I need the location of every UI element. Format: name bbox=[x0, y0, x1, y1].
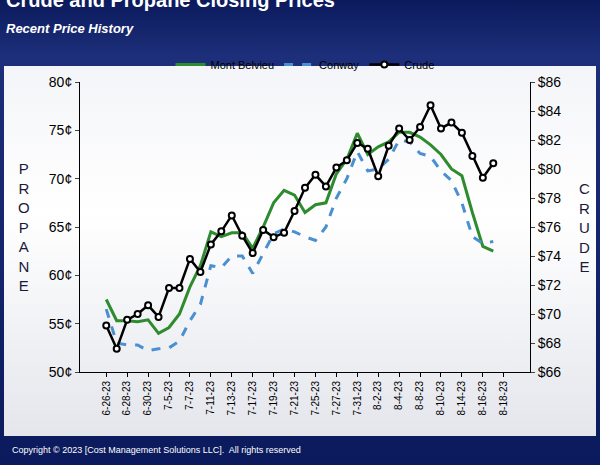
svg-text:80¢: 80¢ bbox=[49, 74, 72, 90]
svg-text:Crude and Propane Closing Pric: Crude and Propane Closing PricesRecent P… bbox=[6, 0, 335, 36]
svg-text:7-25-23: 7-25-23 bbox=[310, 381, 321, 416]
svg-text:PROPANE: PROPANE bbox=[18, 160, 30, 294]
svg-text:65¢: 65¢ bbox=[49, 219, 72, 235]
svg-text:CRUDE: CRUDE bbox=[579, 180, 590, 275]
svg-text:6-26-23: 6-26-23 bbox=[101, 381, 112, 416]
svg-text:7-5-23: 7-5-23 bbox=[163, 381, 174, 410]
svg-text:8-4-23: 8-4-23 bbox=[393, 381, 404, 410]
svg-text:7-17-23: 7-17-23 bbox=[247, 381, 258, 416]
svg-text:60¢: 60¢ bbox=[49, 267, 72, 283]
svg-text:7-13-23: 7-13-23 bbox=[226, 381, 237, 416]
svg-text:75¢: 75¢ bbox=[49, 122, 72, 138]
svg-text:7-19-23: 7-19-23 bbox=[268, 381, 279, 416]
svg-text:Mont Belvieu: Mont Belvieu bbox=[211, 59, 275, 71]
svg-text:$74: $74 bbox=[538, 248, 562, 264]
svg-text:7-11-23: 7-11-23 bbox=[205, 381, 216, 415]
svg-text:Copyright © 2023 [Cost Managem: Copyright © 2023 [Cost Management Soluti… bbox=[12, 445, 301, 455]
svg-text:55¢: 55¢ bbox=[49, 316, 72, 332]
svg-text:$72: $72 bbox=[538, 277, 562, 293]
svg-text:8-14-23: 8-14-23 bbox=[456, 381, 467, 416]
svg-text:$78: $78 bbox=[538, 190, 562, 206]
svg-text:7-21-23: 7-21-23 bbox=[289, 381, 300, 416]
svg-text:Conway: Conway bbox=[319, 59, 359, 71]
svg-text:7-7-23: 7-7-23 bbox=[184, 381, 195, 410]
svg-text:7-27-23: 7-27-23 bbox=[331, 381, 342, 416]
svg-text:$66: $66 bbox=[538, 364, 562, 380]
svg-text:8-2-23: 8-2-23 bbox=[372, 381, 383, 410]
svg-text:70¢: 70¢ bbox=[49, 171, 72, 187]
svg-text:$76: $76 bbox=[538, 219, 562, 235]
svg-text:$68: $68 bbox=[538, 335, 562, 351]
svg-text:$82: $82 bbox=[538, 132, 562, 148]
svg-text:$70: $70 bbox=[538, 306, 562, 322]
svg-text:6-28-23: 6-28-23 bbox=[121, 381, 132, 416]
svg-text:8-18-23: 8-18-23 bbox=[498, 381, 509, 416]
svg-text:Crude: Crude bbox=[404, 59, 434, 71]
svg-text:8-10-23: 8-10-23 bbox=[435, 381, 446, 416]
svg-text:$86: $86 bbox=[538, 74, 562, 90]
svg-text:50¢: 50¢ bbox=[49, 364, 72, 380]
svg-text:7-31-23: 7-31-23 bbox=[352, 381, 363, 416]
svg-text:6-30-23: 6-30-23 bbox=[142, 381, 153, 416]
svg-text:$84: $84 bbox=[538, 103, 562, 119]
svg-text:$80: $80 bbox=[538, 161, 562, 177]
svg-text:8-8-23: 8-8-23 bbox=[414, 381, 425, 410]
svg-text:8-16-23: 8-16-23 bbox=[477, 381, 488, 416]
